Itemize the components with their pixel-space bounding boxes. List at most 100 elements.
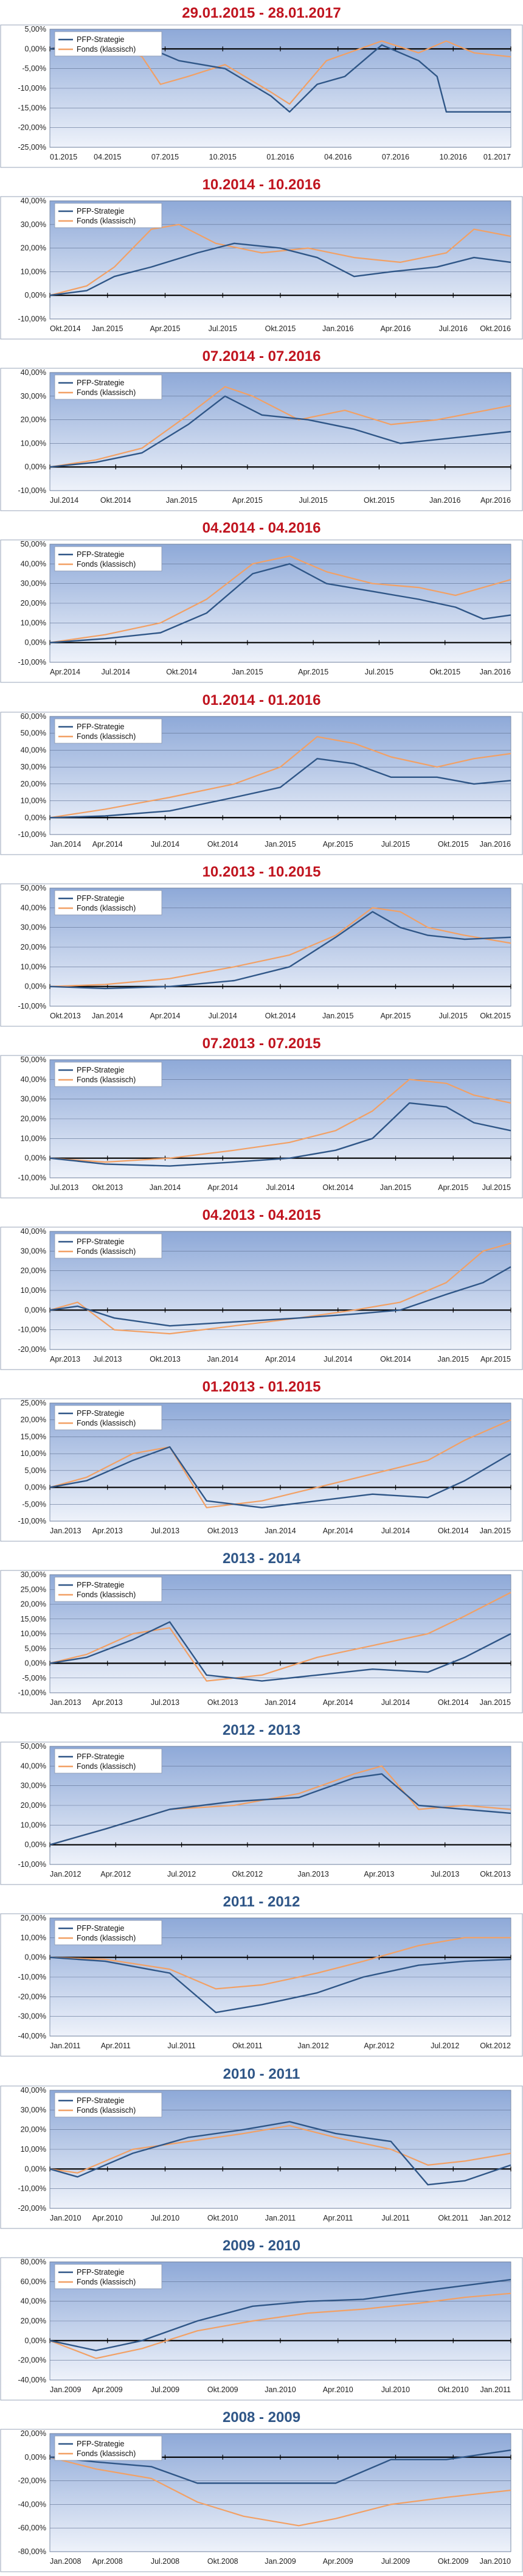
x-tick-label: Jul.2009 [151,2385,179,2394]
x-tick-label: Jul.2015 [299,496,328,505]
line-chart: 25,00% 20,00% 15,00% 10,00% 5,00% 0,00% -5,00%… [0,1398,523,1542]
x-tick-label: 01.2016 [266,153,294,161]
y-tick-label: 50,00% [21,1742,46,1751]
x-tick-label: Okt.2013 [50,1012,81,1020]
y-tick-label: 15,00% [21,1432,46,1441]
y-tick-label: -10,00% [18,486,46,495]
x-tick-label: Jan.2012 [297,2042,328,2050]
y-tick-label: 40,00% [21,903,46,912]
y-tick-label: 10,00% [21,1449,46,1458]
x-tick-label: Jan.2015 [380,1183,411,1192]
x-tick-label: Okt.2015 [265,324,296,333]
chart-title: 2009 - 2010 [222,2238,301,2254]
y-tick-label: 10,00% [21,267,46,276]
x-tick-label: 04.2016 [324,153,352,161]
y-tick-label: 0,00% [25,1659,46,1668]
y-tick-label: -25,00% [18,143,46,152]
x-tick-label: Jan.2012 [480,2214,511,2222]
x-tick-label: Apr.2016 [480,496,511,505]
x-tick-label: Okt.2014 [100,496,131,505]
x-tick-label: Jul.2013 [151,1698,179,1707]
legend-label-pfp: PFP-Strategie [77,2440,125,2448]
chart-panel: 2010 - 2011 40,00% 30,00% 20,00% 10,00% 0,00%… [0,2061,523,2233]
y-tick-label: 20,00% [21,2126,46,2134]
x-tick-label: Jan.2015 [92,324,123,333]
x-tick-label: Apr.2015 [480,1355,511,1363]
series-line-fonds [49,1419,511,1508]
x-tick-label: Jan.2015 [166,496,197,505]
y-tick-label: 30,00% [21,2105,46,2114]
x-tick-label: Jan.2011 [50,2042,81,2050]
x-tick-label: Apr.2014 [92,840,123,849]
x-tick-label: Okt.2013 [92,1183,123,1192]
legend-label-fonds: Fonds (klassisch) [77,2449,136,2458]
y-tick-label: 0,00% [25,463,46,471]
y-tick-label: 10,00% [21,797,46,805]
chart-title: 04.2013 - 04.2015 [202,1207,321,1223]
x-tick-label: Okt.2013 [207,1698,238,1707]
x-tick-label: Apr.2013 [92,1527,123,1535]
x-tick-label: Apr.2014 [150,1012,180,1020]
x-tick-label: Jul.2014 [266,1183,294,1192]
legend-label-fonds: Fonds (klassisch) [77,2278,136,2286]
y-tick-label: 10,00% [21,1286,46,1295]
y-tick-label: 30,00% [21,1095,46,1104]
x-tick-label: Apr.2012 [364,2042,394,2050]
y-tick-label: 20,00% [21,244,46,253]
x-tick-label: Jan.2014 [50,840,81,849]
y-tick-label: 10,00% [21,439,46,447]
y-tick-label: 40,00% [21,1762,46,1770]
chart-title: 04.2014 - 04.2016 [202,520,321,536]
x-tick-label: Apr.2015 [150,324,180,333]
x-tick-label: Jul.2013 [431,1870,459,1878]
legend-box [54,1405,162,1430]
line-chart: 50,00% 40,00% 30,00% 20,00% 10,00% 0,00% -10,0… [0,539,523,683]
x-tick-label: 07.2016 [382,153,409,161]
x-tick-label: Jul.2015 [365,668,393,676]
x-tick-label: Okt.2014 [207,840,238,849]
series-line-pfp [49,2449,511,2484]
y-tick-label: 40,00% [21,559,46,568]
y-tick-label: -10,00% [18,1326,46,1334]
series-line-fonds [49,36,511,105]
legend-box [54,2435,162,2461]
x-tick-label: Jan.2013 [297,1870,328,1878]
y-tick-label: 40,00% [21,746,46,754]
x-tick-label: Jan.2010 [50,2214,81,2222]
y-tick-label: 0,00% [25,1154,46,1163]
y-tick-label: -5,00% [22,65,46,73]
x-tick-label: Jan.2015 [232,668,263,676]
x-tick-label: Apr.2014 [323,1527,353,1535]
x-tick-label: 01.2017 [483,153,511,161]
x-tick-label: Jan.2015 [322,1012,353,1020]
legend-box [54,374,162,400]
x-tick-label: Okt.2015 [429,668,460,676]
legend-label-fonds: Fonds (klassisch) [77,1247,136,1256]
y-tick-label: -10,00% [18,84,46,93]
x-tick-label: 07.2015 [151,153,179,161]
y-tick-label: -10,00% [18,1002,46,1010]
series-line-pfp [49,758,511,819]
x-tick-label: Okt.2010 [207,2214,238,2222]
x-tick-label: Okt.2011 [232,2042,263,2050]
y-tick-label: -20,00% [18,2356,46,2365]
y-tick-label: 0,00% [25,639,46,647]
y-tick-label: 0,00% [25,1483,46,1492]
y-tick-label: 10,00% [21,1134,46,1143]
legend-box [54,1920,162,1945]
x-tick-label: Jul.2014 [151,840,179,849]
y-tick-label: 20,00% [21,416,46,424]
y-tick-label: 15,00% [21,1615,46,1623]
legend-box [54,2264,162,2289]
y-tick-label: -40,00% [18,2500,46,2508]
y-tick-label: 30,00% [21,220,46,229]
y-tick-label: 30,00% [21,1570,46,1579]
legend-label-pfp: PFP-Strategie [77,1581,125,1589]
chart-panel: 07.2013 - 07.2015 50,00% 40,00% 30,00% 20,00… [0,1031,523,1202]
legend-label-pfp: PFP-Strategie [77,2096,125,2105]
y-tick-label: -10,00% [18,1174,46,1182]
legend-label-fonds: Fonds (klassisch) [77,388,136,397]
y-tick-label: 10,00% [21,1933,46,1942]
y-tick-label: -10,00% [18,1973,46,1981]
x-tick-label: Jan.2015 [438,1355,469,1363]
